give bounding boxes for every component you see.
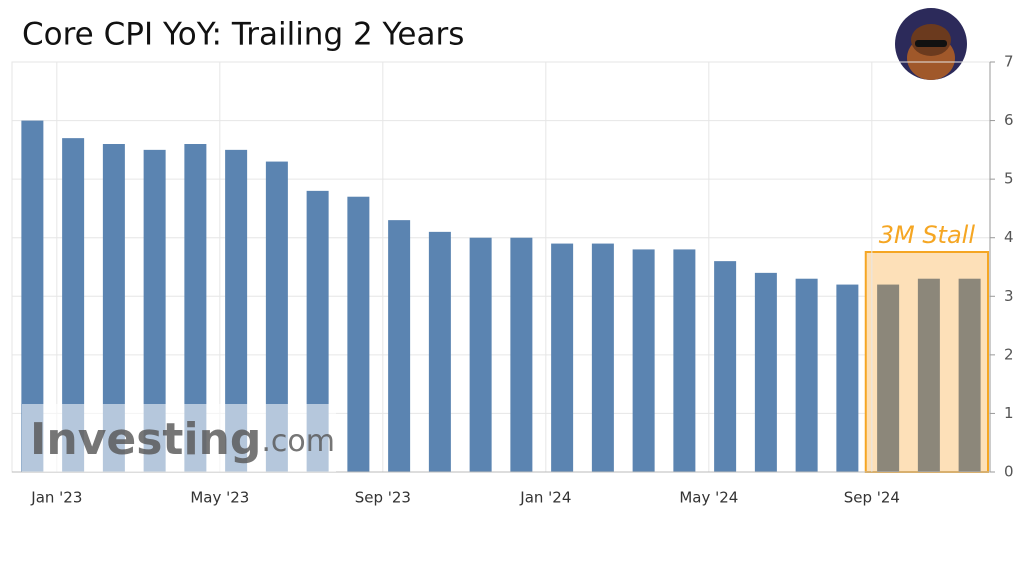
y-tick-label: 3 [1004,287,1014,305]
x-tick-label: Jan '24 [519,489,571,507]
avatar [895,8,967,80]
x-tick-label: Sep '24 [844,489,900,507]
bar [795,278,818,472]
annotation-label: 3M Stall [879,221,976,249]
y-tick-label: 1 [1004,404,1014,422]
bar [591,243,614,472]
bar [958,278,981,472]
watermark: Investing.com [30,414,335,465]
x-tick-label: May '23 [190,489,249,507]
bar [143,149,166,472]
bar [836,284,859,472]
bar [877,284,900,472]
x-tick-label: May '24 [679,489,738,507]
bar [428,231,451,472]
bar [184,144,207,472]
bar [102,144,125,472]
x-tick-label: Sep '23 [355,489,411,507]
bar [673,249,696,472]
y-tick-label: 2 [1004,345,1014,363]
bar [714,261,737,472]
bar [265,161,288,473]
bar [62,138,85,472]
x-tick-label: Jan '23 [30,489,82,507]
y-tick-label: 7 [1004,53,1014,71]
bar [21,120,44,473]
y-tick-label: 5 [1004,170,1014,188]
bar [917,278,940,472]
bar [510,237,533,472]
watermark-band [22,404,336,472]
bar [754,272,777,472]
bar [469,237,492,472]
bar [306,190,329,472]
bar [347,196,370,472]
watermark-suffix: .com [261,424,335,459]
chart-title: Core CPI YoY: Trailing 2 Years [22,17,464,53]
bar [632,249,655,472]
y-tick-label: 4 [1004,228,1014,246]
y-tick-label: 0 [1004,463,1014,481]
bar [388,220,411,472]
watermark-brand: Investing [30,414,261,465]
bar [551,243,574,472]
bar [225,149,248,472]
y-tick-label: 6 [1004,111,1014,129]
